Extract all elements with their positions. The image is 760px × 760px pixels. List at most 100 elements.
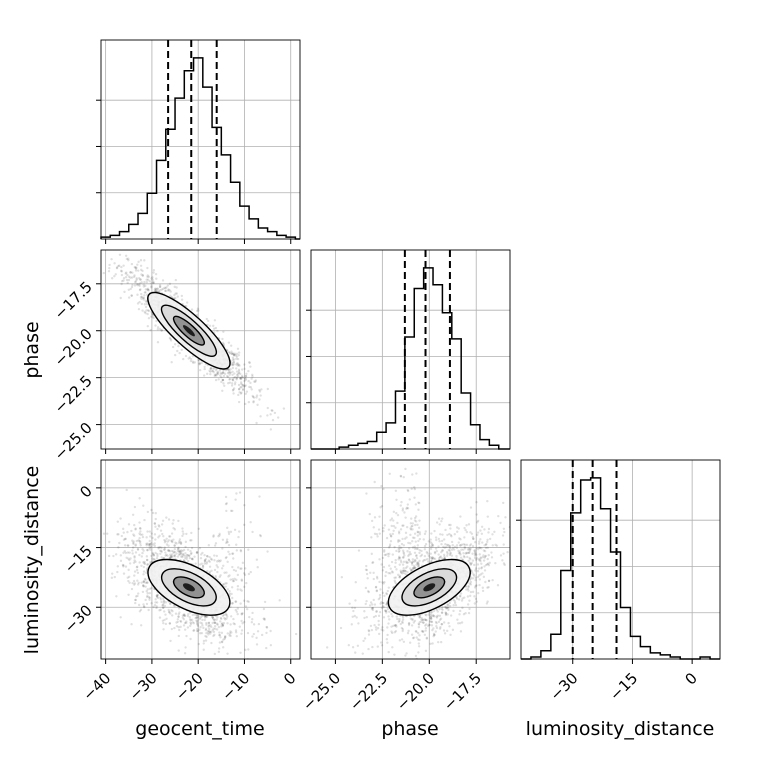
sample-point — [424, 613, 427, 616]
sample-point — [122, 264, 125, 267]
sample-point — [125, 278, 129, 282]
sample-point — [240, 612, 243, 615]
sample-point — [464, 528, 467, 532]
sample-point — [444, 543, 447, 546]
sample-point — [131, 271, 134, 274]
sample-point — [133, 534, 136, 537]
sample-point — [475, 501, 478, 504]
sample-point — [417, 501, 420, 504]
sample-point — [203, 560, 207, 563]
sample-point — [161, 619, 165, 622]
sample-point — [414, 654, 418, 658]
sample-point — [442, 545, 445, 548]
sample-point — [446, 629, 449, 633]
sample-point — [164, 287, 167, 290]
sample-point — [383, 580, 386, 584]
sample-point — [156, 593, 159, 597]
sample-point — [144, 311, 147, 315]
sample-point — [208, 324, 212, 328]
sample-point — [427, 623, 431, 627]
sample-point — [218, 641, 222, 644]
sample-point — [198, 368, 202, 372]
sample-point — [133, 265, 136, 269]
sample-point — [198, 547, 202, 550]
sample-point — [155, 606, 158, 610]
sample-point — [420, 629, 424, 633]
sample-point — [168, 622, 172, 625]
sample-point — [209, 557, 213, 561]
sample-point — [154, 289, 157, 293]
sample-point — [163, 541, 167, 544]
sample-point — [476, 533, 479, 537]
sample-point — [486, 562, 490, 565]
sample-point — [213, 544, 217, 547]
sample-point — [423, 544, 427, 548]
sample-point — [173, 544, 176, 547]
sample-point — [136, 548, 140, 551]
sample-point — [394, 624, 397, 627]
sample-point — [437, 517, 441, 520]
sample-point — [186, 553, 189, 557]
sample-point — [401, 537, 404, 541]
sample-point — [211, 615, 214, 619]
sample-point — [416, 547, 419, 551]
sample-point — [150, 586, 153, 590]
sample-point — [183, 613, 186, 616]
sample-point — [161, 606, 165, 610]
sample-point — [245, 372, 248, 376]
sample-point — [216, 560, 219, 563]
sample-point — [480, 525, 484, 528]
sample-point — [159, 549, 162, 552]
sample-point — [403, 537, 407, 540]
sample-point — [386, 552, 389, 556]
sample-point — [473, 554, 477, 557]
sample-point — [138, 521, 141, 524]
sample-point — [136, 579, 139, 582]
sample-point — [131, 552, 134, 555]
sample-point — [463, 596, 466, 599]
sample-point — [411, 524, 414, 528]
sample-point — [129, 557, 132, 560]
sample-point — [233, 528, 237, 532]
sample-point — [129, 287, 132, 291]
sample-point — [469, 580, 473, 584]
sample-point — [404, 531, 408, 535]
sample-point — [235, 578, 238, 582]
sample-point — [138, 536, 141, 540]
sample-point — [156, 527, 159, 531]
sample-point — [378, 558, 381, 561]
sample-point — [460, 543, 464, 546]
sample-point — [229, 578, 232, 581]
sample-point — [260, 633, 264, 637]
sample-point — [453, 533, 456, 536]
sample-point — [167, 544, 170, 547]
sample-point — [143, 605, 146, 609]
sample-point — [445, 606, 449, 610]
sample-point — [121, 527, 125, 531]
sample-point — [219, 371, 222, 375]
sample-point — [228, 378, 231, 381]
sample-point — [431, 642, 434, 645]
scatter-frame — [100, 249, 301, 450]
sample-point — [459, 630, 463, 633]
sample-point — [259, 415, 262, 418]
sample-point — [127, 257, 130, 260]
sample-point — [158, 534, 161, 538]
sample-point — [132, 533, 135, 536]
sample-point — [122, 277, 126, 280]
sample-point — [215, 564, 218, 567]
sample-point — [168, 289, 171, 292]
sample-point — [157, 547, 160, 550]
sample-point — [231, 602, 234, 605]
sample-point — [431, 544, 435, 547]
sample-point — [184, 552, 187, 555]
sample-point — [389, 567, 392, 570]
sample-point — [162, 535, 165, 538]
sample-point — [429, 614, 432, 617]
sample-point — [466, 587, 470, 591]
sample-point — [236, 612, 239, 616]
sample-point — [139, 278, 142, 281]
sample-point — [398, 617, 401, 621]
hist-step-luminosity_distance — [521, 477, 720, 660]
sample-point — [229, 623, 232, 626]
